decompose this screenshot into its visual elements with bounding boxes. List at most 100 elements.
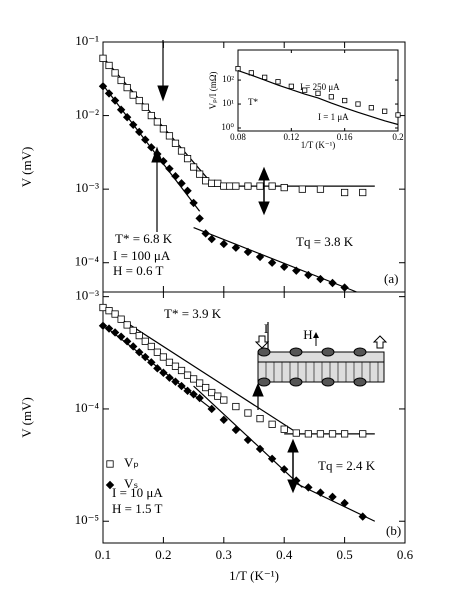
- x-tick-label: 0.2: [392, 132, 403, 142]
- x-tick-label: 0.4: [276, 547, 293, 562]
- x-tick-label: 0.2: [155, 547, 171, 562]
- data-point: [129, 120, 138, 129]
- data-point: [110, 96, 120, 105]
- x-tick-label: 0.12: [283, 132, 299, 142]
- data-point: [280, 465, 289, 474]
- data-point: [292, 429, 300, 437]
- data-point: [183, 186, 192, 195]
- data-point: [159, 156, 168, 166]
- data-point: [302, 87, 308, 93]
- data-point: [177, 366, 186, 375]
- data-point: [358, 512, 367, 521]
- data-point: [220, 396, 228, 404]
- data-point: [98, 321, 108, 331]
- y-tick-label: 10⁻⁴: [75, 254, 100, 269]
- data-point: [147, 342, 155, 351]
- y-tick-label: 10⁻⁵: [75, 512, 99, 527]
- data-point: [135, 331, 143, 340]
- data-point: [111, 310, 119, 318]
- x-tick-label: 0.5: [336, 547, 352, 562]
- data-point: [147, 111, 155, 120]
- data-point: [208, 388, 216, 397]
- data-point: [267, 454, 277, 463]
- data-point: [235, 66, 241, 72]
- data-point: [207, 234, 216, 244]
- data-point: [159, 125, 167, 133]
- data-point: [304, 270, 313, 280]
- panel-label: (a): [384, 271, 398, 286]
- data-point: [359, 188, 367, 197]
- data-point: [231, 425, 241, 435]
- data-point: [104, 89, 114, 98]
- data-point: [105, 307, 113, 315]
- data-point: [220, 182, 228, 190]
- data-point: [219, 239, 228, 249]
- data-point: [255, 252, 265, 262]
- data-point: [316, 488, 325, 497]
- data-point: [153, 118, 161, 126]
- data-point: [171, 377, 180, 386]
- data-point: [304, 430, 312, 438]
- x-tick-label: 0.08: [230, 132, 246, 142]
- legend-label: Vₚ: [124, 455, 139, 470]
- data-point: [256, 415, 264, 423]
- data-point: [189, 375, 198, 383]
- data-point: [256, 182, 264, 190]
- data-point: [183, 371, 192, 379]
- data-point: [292, 476, 301, 485]
- data-point: [355, 101, 361, 107]
- data-point: [135, 348, 144, 357]
- data-point: [340, 498, 349, 508]
- data-point: [165, 358, 174, 366]
- data-point: [141, 135, 150, 144]
- data-point: [243, 247, 253, 257]
- plot-frame: [237, 49, 399, 132]
- data-point: [244, 409, 252, 417]
- data-point: [122, 113, 132, 122]
- data-point: [153, 149, 162, 159]
- data-point: [165, 373, 174, 382]
- y-axis-label: V (mV): [19, 147, 34, 188]
- x-axis-label: 1/T (K⁻¹): [301, 140, 336, 150]
- sample-schematic: [254, 332, 388, 387]
- data-point: [177, 147, 186, 155]
- data-point: [214, 179, 222, 187]
- data-point: [147, 143, 156, 152]
- data-point: [141, 337, 149, 345]
- data-point: [368, 105, 374, 111]
- y-tick-label: 10⁻¹: [75, 33, 99, 48]
- data-point: [110, 328, 120, 337]
- data-point: [328, 278, 337, 288]
- data-point: [129, 342, 138, 351]
- x-axis-label: 1/T (K⁻¹): [229, 568, 279, 583]
- data-point: [328, 492, 337, 502]
- data-point: [232, 182, 240, 190]
- data-point: [315, 90, 321, 96]
- data-point: [231, 243, 241, 252]
- data-point: [183, 155, 192, 163]
- data-point: [99, 54, 107, 62]
- data-point: [159, 353, 167, 361]
- data-point: [123, 84, 131, 92]
- annotation: Tq = 2.4 K: [318, 458, 376, 473]
- data-point: [268, 182, 276, 190]
- data-point: [189, 198, 198, 208]
- y-axis-label: Vₚ/I (mΩ): [208, 72, 218, 110]
- data-point: [129, 326, 137, 335]
- data-point: [207, 404, 216, 414]
- y-tick-label: 10⁰: [221, 122, 234, 132]
- data-point: [116, 332, 126, 341]
- y-axis-label: V (mV): [19, 397, 34, 438]
- data-point: [141, 103, 149, 111]
- data-point: [105, 61, 113, 70]
- data-point: [219, 415, 228, 425]
- data-line: [237, 69, 399, 126]
- data-point: [201, 229, 210, 238]
- data-point: [340, 283, 349, 292]
- data-point: [196, 379, 204, 387]
- annotation: T* = 3.9 K: [164, 306, 222, 321]
- annotation: H = 0.6 T: [113, 263, 163, 278]
- data-point: [316, 274, 325, 284]
- y-tick-label: 10⁻³: [75, 180, 99, 195]
- data-point: [202, 177, 210, 185]
